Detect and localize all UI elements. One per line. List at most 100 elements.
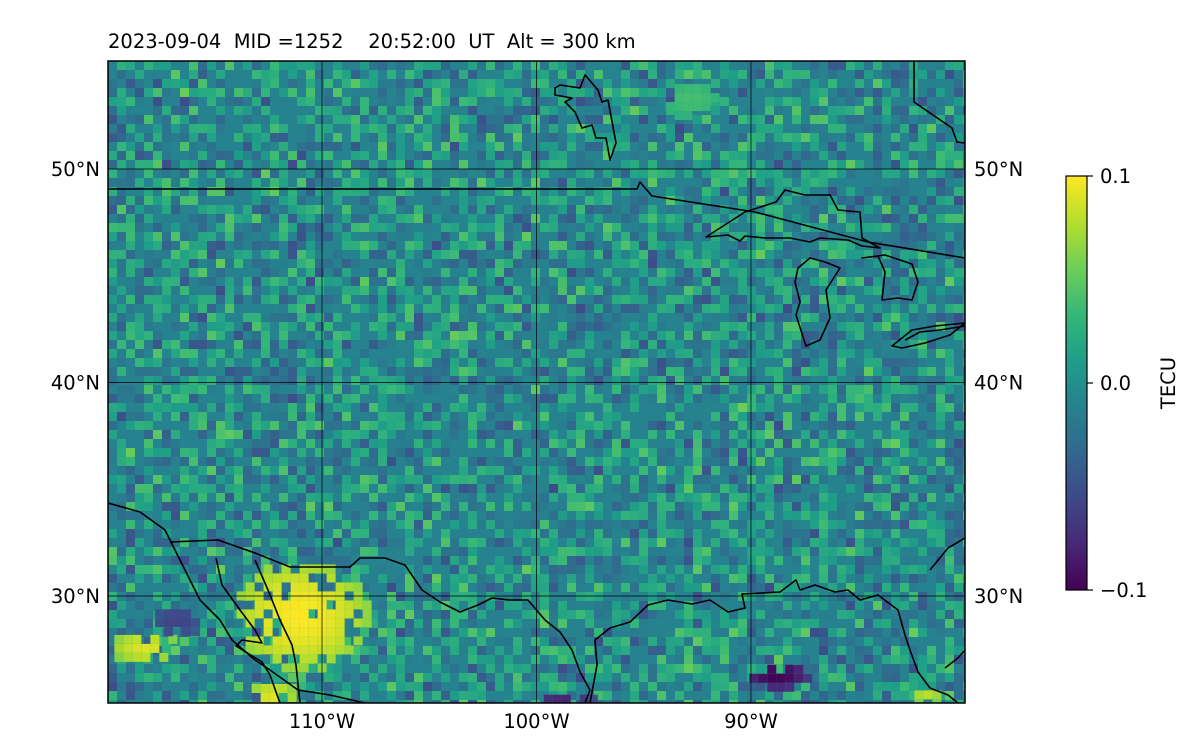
field-cell (621, 124, 630, 133)
field-cell (936, 205, 945, 214)
field-cell (288, 196, 297, 205)
field-cell (918, 241, 927, 250)
field-cell (621, 70, 630, 79)
field-cell (936, 385, 945, 394)
field-cell (873, 178, 882, 187)
field-cell (774, 448, 783, 457)
field-cell (369, 70, 378, 79)
field-cell (891, 412, 900, 421)
field-cell (585, 133, 594, 142)
field-cell (396, 646, 405, 655)
field-cell (558, 61, 567, 70)
field-cell (729, 187, 738, 196)
field-cell (324, 142, 333, 151)
field-cell (810, 88, 819, 97)
field-cell (819, 529, 828, 538)
field-cell (837, 214, 846, 223)
field-cell (630, 619, 639, 628)
field-cell (783, 232, 792, 241)
field-cell (738, 241, 747, 250)
field-cell (189, 214, 198, 223)
field-cell (657, 376, 666, 385)
field-cell (855, 583, 864, 592)
field-cell (693, 349, 702, 358)
field-cell (144, 394, 153, 403)
field-cell (612, 583, 621, 592)
field-cell (108, 628, 117, 637)
field-cell (612, 286, 621, 295)
field-cell (549, 97, 558, 106)
field-cell (819, 214, 828, 223)
field-cell (207, 583, 216, 592)
field-cell (333, 79, 342, 88)
field-cell (828, 322, 837, 331)
field-cell (828, 493, 837, 502)
field-cell (891, 583, 900, 592)
field-cell (279, 142, 288, 151)
field-cell (837, 304, 846, 313)
field-cell (369, 214, 378, 223)
field-cell (729, 79, 738, 88)
field-cell (900, 412, 909, 421)
field-cell (450, 277, 459, 286)
field-cell (324, 466, 333, 475)
field-cell (378, 538, 387, 547)
field-cell (720, 439, 729, 448)
field-cell (540, 457, 549, 466)
field-cell (639, 583, 648, 592)
field-cell (405, 601, 414, 610)
field-cell (315, 232, 324, 241)
field-cell (756, 376, 765, 385)
field-cell (189, 79, 198, 88)
field-cell (792, 583, 801, 592)
field-cell (495, 637, 504, 646)
field-cell (567, 538, 576, 547)
field-cell (720, 304, 729, 313)
field-cell (108, 403, 117, 412)
field-cell (585, 511, 594, 520)
field-cell (477, 538, 486, 547)
field-cell (549, 259, 558, 268)
field-cell (648, 457, 657, 466)
field-cell (873, 277, 882, 286)
field-cell (423, 97, 432, 106)
field-cell (684, 313, 693, 322)
field-cell (459, 538, 468, 547)
field-cell (774, 97, 783, 106)
field-cell (810, 322, 819, 331)
field-cell (801, 628, 810, 637)
field-cell (531, 556, 540, 565)
field-cell (126, 142, 135, 151)
field-cell (351, 178, 360, 187)
field-cell (243, 160, 252, 169)
field-cell (171, 115, 180, 124)
field-cell (801, 439, 810, 448)
field-cell (558, 502, 567, 511)
field-cell (243, 628, 252, 637)
field-cell (252, 79, 261, 88)
field-cell (558, 268, 567, 277)
field-cell (738, 322, 747, 331)
field-cell (333, 376, 342, 385)
field-cell (909, 286, 918, 295)
field-cell (486, 538, 495, 547)
field-cell (801, 448, 810, 457)
field-cell (351, 430, 360, 439)
field-cell (432, 340, 441, 349)
field-cell (549, 250, 558, 259)
field-cell (936, 547, 945, 556)
field-cell (576, 592, 585, 601)
field-cell (630, 106, 639, 115)
field-cell (144, 79, 153, 88)
field-cell (369, 340, 378, 349)
field-cell (882, 376, 891, 385)
field-cell (891, 430, 900, 439)
field-cell (702, 295, 711, 304)
field-cell (648, 394, 657, 403)
field-cell (648, 97, 657, 106)
field-cell (540, 367, 549, 376)
field-cell (621, 367, 630, 376)
field-cell (549, 394, 558, 403)
field-cell (801, 457, 810, 466)
field-cell (180, 268, 189, 277)
